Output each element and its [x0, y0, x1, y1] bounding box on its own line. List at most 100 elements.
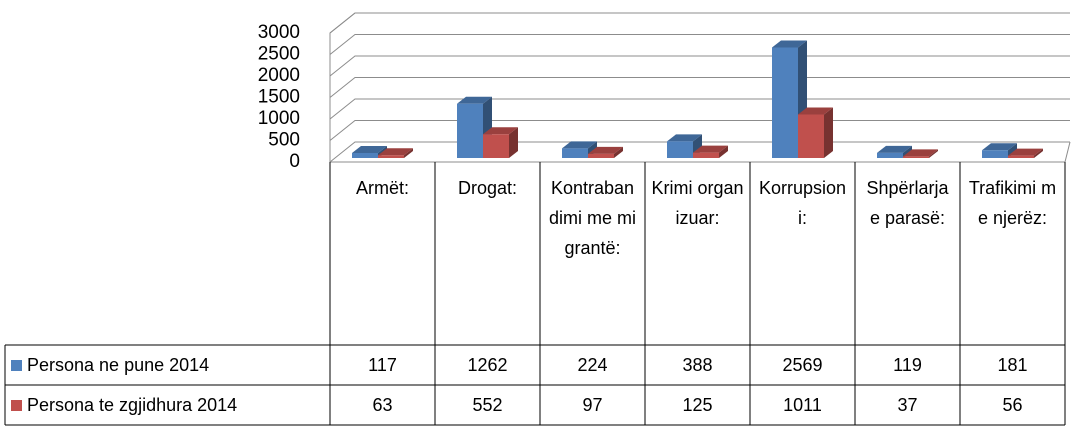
bar: [483, 127, 518, 158]
bar-top: [667, 134, 702, 142]
category-label: Kontrabandimi me migrantë:: [548, 178, 636, 258]
table-value: 97: [582, 395, 603, 415]
bar-front: [982, 150, 1008, 158]
bar: [562, 141, 597, 158]
table-value: 388: [682, 355, 713, 375]
bar-side: [719, 145, 728, 158]
bar-side: [483, 96, 492, 158]
legend-label: Persona te zgjidhura 2014: [27, 395, 238, 415]
bar-front: [798, 114, 824, 158]
category-label: Armët:: [355, 178, 409, 198]
table-value: 37: [897, 395, 918, 415]
left-wall: [329, 12, 356, 162]
table-value: 56: [1002, 395, 1023, 415]
grid-line: [329, 55, 1070, 77]
bar: [877, 145, 912, 158]
bar-front: [903, 156, 929, 158]
y-tick-label: 0: [289, 151, 300, 172]
bar-front: [457, 103, 483, 158]
bar-side: [588, 141, 597, 158]
grid-line: [329, 141, 1070, 163]
bar-side: [929, 149, 938, 158]
bar-side: [1008, 143, 1017, 158]
category-label: Krimi organizuar:: [651, 178, 744, 228]
bar: [588, 146, 623, 158]
bar-top: [798, 107, 833, 115]
table-value: 125: [682, 395, 713, 415]
table-value: 63: [372, 395, 393, 415]
legend-swatch: [11, 400, 22, 411]
bar: [457, 96, 492, 158]
bar: [903, 149, 938, 158]
category-label: Shpërlarja e parasë:: [866, 178, 949, 228]
table-value: 1262: [467, 355, 508, 375]
legend-entry: Persona ne pune 2014: [5, 345, 330, 385]
category-label: Drogat:: [457, 178, 518, 198]
grid-line: [329, 98, 1070, 120]
floor: [330, 141, 1071, 163]
bar-side: [509, 127, 518, 158]
bar-front: [588, 153, 614, 158]
grid-line: [329, 12, 1070, 34]
bar-side: [693, 134, 702, 158]
y-tick-label: 2500: [258, 44, 300, 65]
y-tick-label: 1000: [258, 108, 300, 129]
bar-top: [352, 145, 387, 153]
bar-top: [693, 145, 728, 153]
bar-side: [798, 40, 807, 158]
bar-top: [903, 149, 938, 157]
bar: [772, 40, 807, 158]
bar-front: [562, 148, 588, 158]
table-value: 1011: [783, 395, 822, 415]
bar-front: [378, 155, 404, 158]
grid-line: [329, 34, 1070, 55]
y-tick-label: 3000: [258, 22, 300, 43]
y-tick-label: 2000: [258, 65, 300, 86]
table-value: 119: [893, 355, 922, 375]
bar-top: [457, 96, 492, 104]
bar: [667, 134, 702, 158]
legend-swatch: [11, 360, 22, 371]
bar-front: [352, 152, 378, 158]
bar-side: [404, 148, 413, 158]
bar: [693, 145, 728, 158]
legend-label: Persona ne pune 2014: [27, 355, 210, 375]
grid-line: [329, 77, 1070, 98]
bar-top: [562, 141, 597, 149]
bar-top: [772, 40, 807, 48]
legend-entry: Persona te zgjidhura 2014: [5, 385, 330, 425]
category-label: Korrupsioni:: [758, 178, 847, 228]
bar: [378, 148, 413, 158]
bar: [1008, 148, 1043, 158]
bar-side: [824, 107, 833, 158]
bar-front: [1008, 155, 1034, 158]
bar-side: [903, 145, 912, 158]
bar-front: [693, 152, 719, 158]
bar: [798, 107, 833, 158]
table-value: 117: [368, 355, 397, 375]
bar-front: [772, 47, 798, 158]
bar: [352, 145, 387, 158]
bar-top: [982, 143, 1017, 151]
bar-front: [483, 134, 509, 158]
bar-top: [483, 127, 518, 135]
table-value: 181: [997, 355, 1028, 375]
y-tick-label: 500: [268, 130, 300, 151]
table-value: 2569: [782, 355, 823, 375]
bar-side: [1034, 148, 1043, 158]
bar-top: [378, 148, 413, 156]
bar-top: [877, 145, 912, 153]
bar-front: [877, 152, 903, 158]
table-value: 224: [577, 355, 608, 375]
category-label: Trafikimi me njerëz:: [968, 178, 1057, 228]
bar-top: [1008, 148, 1043, 156]
bar-front: [667, 141, 693, 158]
y-tick-label: 1500: [258, 87, 300, 108]
grid-line: [329, 120, 1070, 141]
bar-side: [614, 146, 623, 158]
table-value: 552: [472, 395, 503, 415]
bar-side: [378, 145, 387, 158]
bar-top: [588, 146, 623, 154]
bar: [982, 143, 1017, 158]
